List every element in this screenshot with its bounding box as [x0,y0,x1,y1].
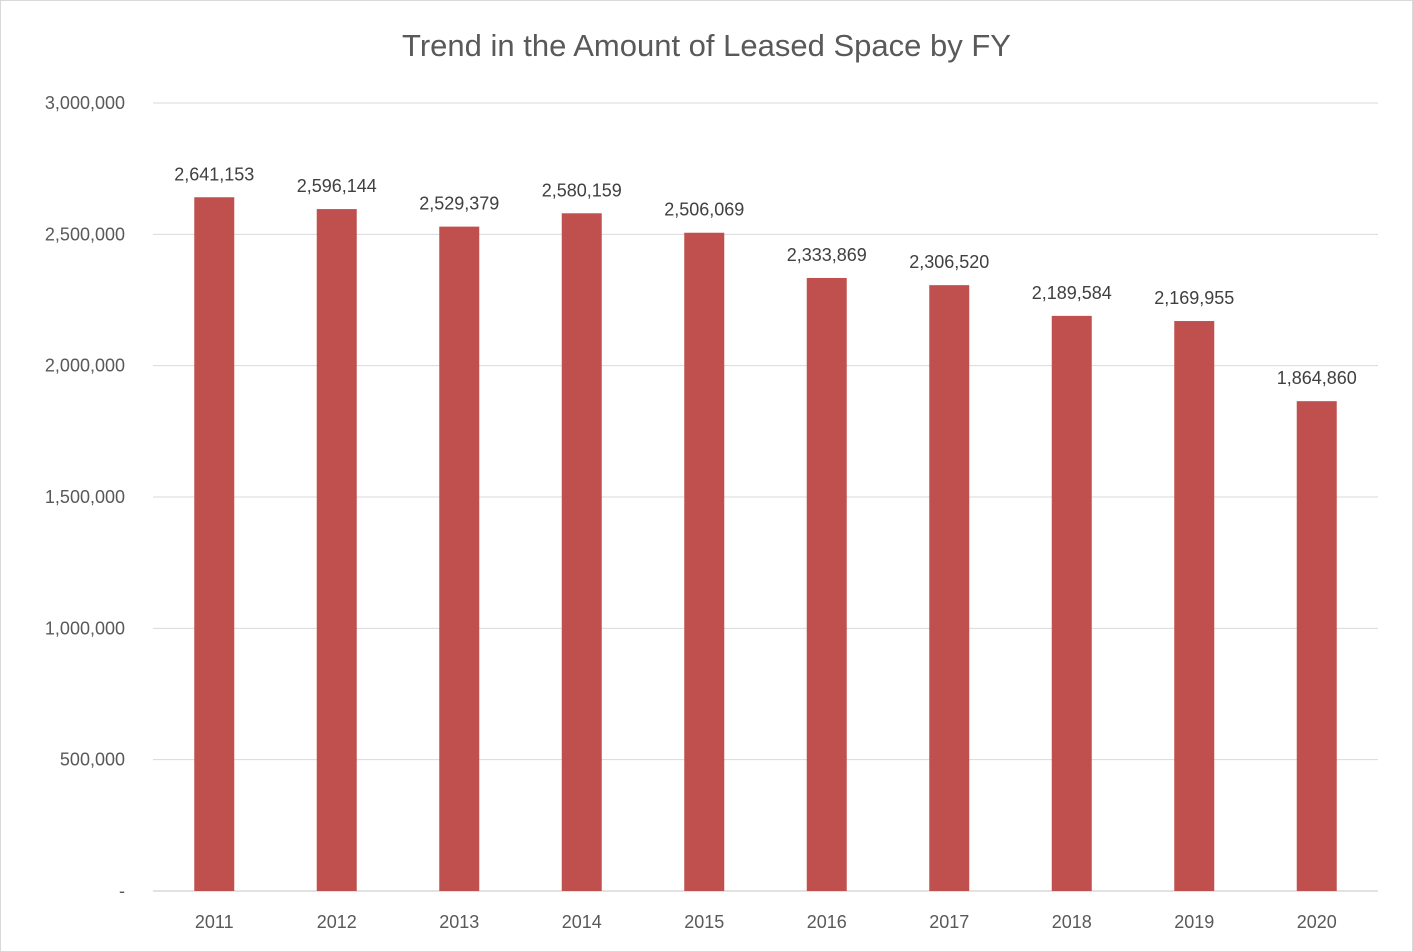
y-tick-label: 2,000,000 [45,356,125,376]
y-axis-ticks: - 500,000 1,000,000 1,500,000 2,000,000 2,500… [45,93,125,901]
bars [194,197,1337,892]
y-tick-label: 3,000,000 [45,93,125,113]
x-tick-label-2016: 2016 [807,912,847,932]
chart-title: Trend in the Amount of Leased Space by F… [402,28,1011,63]
y-tick-label: 1,500,000 [45,487,125,507]
bar-2019 [1174,321,1215,891]
y-tick-label: 2,500,000 [45,224,125,244]
x-tick-label-2018: 2018 [1052,912,1092,932]
y-tick-label: - [119,881,125,901]
x-tick-label-2012: 2012 [317,912,357,932]
bar-2015 [684,232,725,892]
bar-2018 [1051,315,1092,891]
data-label-2020: 1,864,860 [1277,368,1357,388]
x-tick-label-2011: 2011 [195,912,234,932]
y-tick-label: 500,000 [60,750,125,770]
bar-2011 [194,197,235,891]
x-tick-label-2020: 2020 [1297,912,1337,932]
x-axis-ticks: 2011 2012 2013 2014 2015 2016 2017 2018 2019 2020 [195,912,1337,932]
bar-2020 [1296,401,1337,891]
data-label-2016: 2,333,869 [787,245,867,265]
x-tick-label-2014: 2014 [562,912,602,932]
data-label-2011: 2,641,153 [174,164,254,184]
gridlines [153,102,1378,892]
y-tick-label: 1,000,000 [45,618,125,638]
x-tick-label-2019: 2019 [1174,912,1214,932]
data-label-2013: 2,529,379 [419,194,499,214]
x-tick-label-2015: 2015 [684,912,724,932]
bar-2012 [316,209,357,891]
data-labels: 2,641,153 2,596,144 2,529,379 2,580,159 2,50… [174,164,1357,388]
data-label-2018: 2,189,584 [1032,283,1112,303]
data-label-2019: 2,169,955 [1154,288,1234,308]
x-tick-label-2013: 2013 [439,912,479,932]
bar-2017 [929,285,970,892]
x-tick-label-2017: 2017 [929,912,969,932]
bar-2013 [439,226,480,891]
bar-2016 [806,277,847,891]
data-label-2015: 2,506,069 [664,200,744,220]
data-label-2012: 2,596,144 [297,176,377,196]
bar-2014 [561,213,602,892]
data-label-2014: 2,580,159 [542,180,622,200]
data-label-2017: 2,306,520 [909,252,989,272]
